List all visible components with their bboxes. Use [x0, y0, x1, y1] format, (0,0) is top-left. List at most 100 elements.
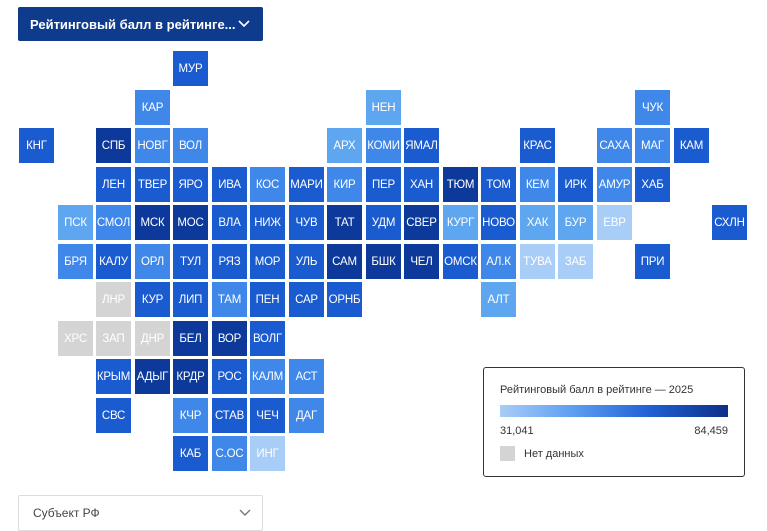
- legend-min-value: 31,041: [500, 425, 534, 437]
- subject-dropdown-placeholder: Субъект РФ: [33, 506, 100, 520]
- legend-gradient-bar: [500, 405, 728, 417]
- region-tile[interactable]: КАМ: [674, 128, 709, 163]
- region-tile[interactable]: МСК: [135, 205, 170, 240]
- region-tile[interactable]: ТУВА: [520, 244, 555, 279]
- region-tile[interactable]: КНГ: [19, 128, 54, 163]
- region-tile[interactable]: ПЕН: [250, 282, 285, 317]
- indicator-dropdown[interactable]: Рейтинговый балл в рейтинге...: [18, 7, 263, 41]
- region-tile[interactable]: АМУР: [597, 167, 632, 202]
- region-tile[interactable]: ХАК: [520, 205, 555, 240]
- region-tile[interactable]: БРЯ: [58, 244, 93, 279]
- region-tile[interactable]: ЛИП: [173, 282, 208, 317]
- region-tile[interactable]: ВОР: [212, 321, 247, 356]
- region-tile[interactable]: ТЮМ: [443, 167, 478, 202]
- indicator-dropdown-label: Рейтинговый балл в рейтинге...: [30, 16, 236, 32]
- region-tile[interactable]: МУР: [173, 51, 208, 86]
- region-tile[interactable]: РЯЗ: [212, 244, 247, 279]
- region-tile[interactable]: ТОМ: [481, 167, 516, 202]
- region-tile[interactable]: ЗАБ: [558, 244, 593, 279]
- region-tile[interactable]: АЛТ: [481, 282, 516, 317]
- region-tile[interactable]: КАБ: [173, 436, 208, 471]
- region-tile[interactable]: ХАБ: [635, 167, 670, 202]
- region-tile[interactable]: С.ОС: [212, 436, 247, 471]
- region-tile[interactable]: СВС: [96, 398, 131, 433]
- region-tile[interactable]: ВЛА: [212, 205, 247, 240]
- region-tile[interactable]: ТУЛ: [173, 244, 208, 279]
- region-tile[interactable]: ЛНР: [96, 282, 131, 317]
- region-tile[interactable]: ПСК: [58, 205, 93, 240]
- region-tile[interactable]: СМОЛ: [96, 205, 131, 240]
- region-tile[interactable]: ХАН: [404, 167, 439, 202]
- region-tile[interactable]: АДЫГ: [135, 359, 170, 394]
- region-tile[interactable]: КАЛМ: [250, 359, 285, 394]
- region-tile[interactable]: КАР: [135, 90, 170, 125]
- region-tile[interactable]: МАГ: [635, 128, 670, 163]
- region-tile[interactable]: КАЛУ: [96, 244, 131, 279]
- subject-dropdown[interactable]: Субъект РФ: [18, 495, 263, 531]
- region-tile[interactable]: БЕЛ: [173, 321, 208, 356]
- region-tile[interactable]: НОВГ: [135, 128, 170, 163]
- region-tile[interactable]: СХЛН: [712, 205, 747, 240]
- region-tile[interactable]: НИЖ: [250, 205, 285, 240]
- chevron-down-icon: [239, 509, 251, 516]
- region-tile[interactable]: ЧЕЛ: [404, 244, 439, 279]
- region-tile[interactable]: ЯМАЛ: [404, 128, 439, 163]
- region-tile[interactable]: ОРЛ: [135, 244, 170, 279]
- region-tile[interactable]: ТАМ: [212, 282, 247, 317]
- region-tile[interactable]: ЛЕН: [96, 167, 131, 202]
- region-tile[interactable]: КОС: [250, 167, 285, 202]
- region-tile[interactable]: КУРГ: [443, 205, 478, 240]
- region-tile[interactable]: АРХ: [327, 128, 362, 163]
- region-tile[interactable]: СПБ: [96, 128, 131, 163]
- region-tile[interactable]: ПЕР: [366, 167, 401, 202]
- region-tile[interactable]: ПРИ: [635, 244, 670, 279]
- legend-title: Рейтинговый балл в рейтинге — 2025: [500, 384, 694, 396]
- region-tile[interactable]: ИНГ: [250, 436, 285, 471]
- region-tile[interactable]: ВОЛ: [173, 128, 208, 163]
- region-tile[interactable]: ДНР: [135, 321, 170, 356]
- region-tile[interactable]: ДАГ: [289, 398, 324, 433]
- region-tile[interactable]: КОМИ: [366, 128, 401, 163]
- no-data-swatch: [500, 446, 515, 461]
- region-tile[interactable]: САР: [289, 282, 324, 317]
- region-tile[interactable]: НЕН: [366, 90, 401, 125]
- region-tile[interactable]: ЧУВ: [289, 205, 324, 240]
- region-tile[interactable]: ИВА: [212, 167, 247, 202]
- region-tile[interactable]: ТАТ: [327, 205, 362, 240]
- region-tile[interactable]: ЕВР: [597, 205, 632, 240]
- region-tile[interactable]: ЯРО: [173, 167, 208, 202]
- region-tile[interactable]: КЧР: [173, 398, 208, 433]
- region-tile[interactable]: САХА: [597, 128, 632, 163]
- region-tile[interactable]: АСТ: [289, 359, 324, 394]
- region-tile[interactable]: ОМСК: [443, 244, 478, 279]
- region-tile[interactable]: КРЫМ: [96, 359, 131, 394]
- region-tile[interactable]: ЧУК: [635, 90, 670, 125]
- region-tile[interactable]: УДМ: [366, 205, 401, 240]
- region-tile[interactable]: КРАС: [520, 128, 555, 163]
- region-tile[interactable]: УЛЬ: [289, 244, 324, 279]
- no-data-label: Нет данных: [524, 448, 584, 460]
- region-tile[interactable]: ЧЕЧ: [250, 398, 285, 433]
- region-tile[interactable]: ХРС: [58, 321, 93, 356]
- region-tile[interactable]: БУР: [558, 205, 593, 240]
- region-tile[interactable]: КЕМ: [520, 167, 555, 202]
- region-tile[interactable]: МАРИ: [289, 167, 324, 202]
- region-tile[interactable]: МОР: [250, 244, 285, 279]
- region-tile[interactable]: КУР: [135, 282, 170, 317]
- region-tile[interactable]: БШК: [366, 244, 401, 279]
- region-tile[interactable]: КИР: [327, 167, 362, 202]
- region-tile[interactable]: РОС: [212, 359, 247, 394]
- region-tile[interactable]: ИРК: [558, 167, 593, 202]
- region-tile[interactable]: ЗАП: [96, 321, 131, 356]
- region-tile[interactable]: КРДР: [173, 359, 208, 394]
- region-tile[interactable]: СВЕР: [404, 205, 439, 240]
- region-tile[interactable]: НОВО: [481, 205, 516, 240]
- region-tile[interactable]: АЛ.К: [481, 244, 516, 279]
- region-tile[interactable]: ВОЛГ: [250, 321, 285, 356]
- region-tile[interactable]: САМ: [327, 244, 362, 279]
- region-tile[interactable]: МОС: [173, 205, 208, 240]
- region-tile[interactable]: СТАВ: [212, 398, 247, 433]
- region-tile[interactable]: ТВЕР: [135, 167, 170, 202]
- region-tile[interactable]: ОРНБ: [327, 282, 362, 317]
